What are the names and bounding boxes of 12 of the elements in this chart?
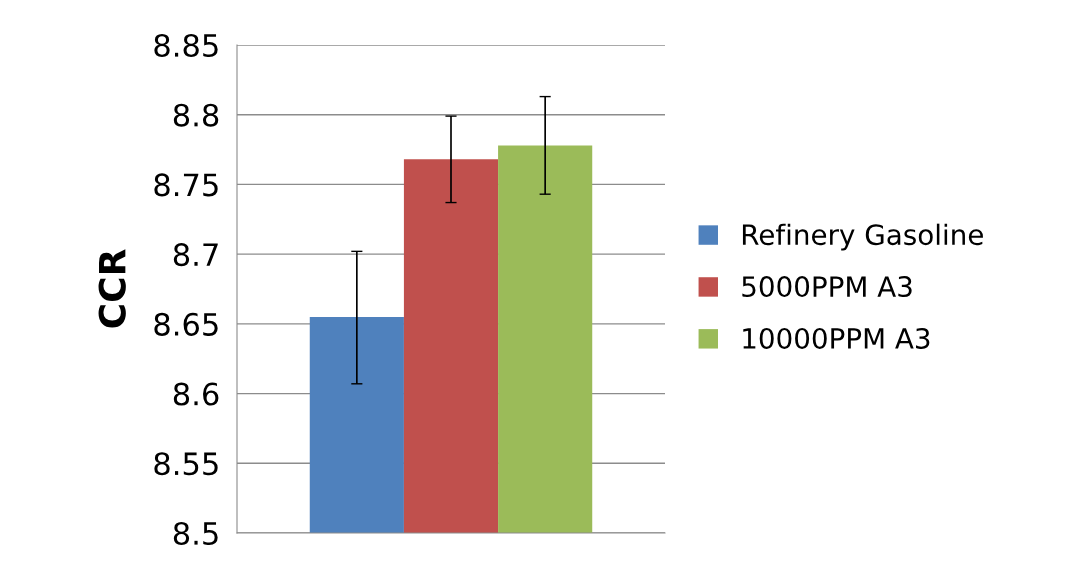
legend-label: Refinery Gasoline (742, 223, 983, 251)
y-tick-label: 8.85 (154, 33, 218, 58)
y-tick-label: 8.7 (173, 243, 218, 267)
y-tick-label: 8.6 (173, 382, 219, 406)
legend-label: 10000PPM A3 (743, 327, 930, 349)
y-tick-label: 8.5 (173, 521, 218, 546)
legend-label: 5000PPM A3 (742, 276, 912, 298)
y-axis-title: CCR (98, 249, 126, 328)
y-tick-label: 8.65 (154, 312, 218, 336)
y-tick-label: 8.75 (154, 173, 218, 197)
y-tick-label: 8.8 (173, 103, 219, 127)
y-tick-label: 8.55 (154, 452, 218, 476)
